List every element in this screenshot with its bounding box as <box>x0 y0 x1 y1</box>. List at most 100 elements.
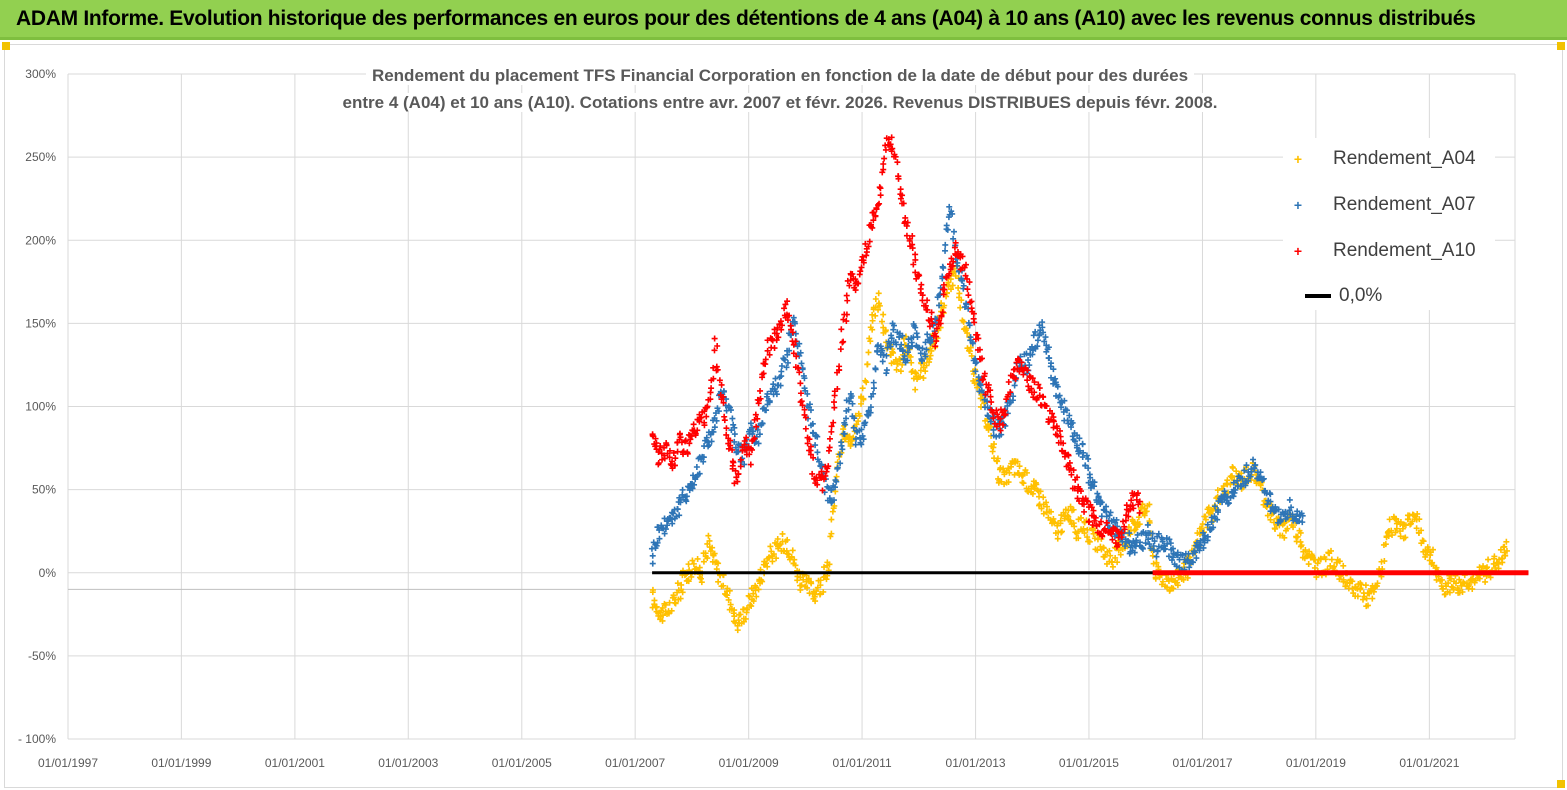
data-point <box>1069 433 1076 440</box>
data-point <box>820 588 827 595</box>
data-point <box>1142 540 1149 547</box>
data-point <box>1328 556 1335 563</box>
data-point <box>796 369 803 376</box>
data-point <box>1107 509 1114 516</box>
data-point <box>1385 528 1392 535</box>
data-point <box>968 298 975 305</box>
data-point <box>1418 527 1425 534</box>
data-point <box>1286 496 1293 503</box>
data-point <box>1043 499 1050 506</box>
data-point <box>708 385 715 392</box>
data-point <box>763 407 770 414</box>
data-point <box>963 275 970 282</box>
data-point <box>649 552 656 559</box>
data-point <box>710 375 717 382</box>
data-point <box>828 516 835 523</box>
data-point <box>751 435 758 442</box>
data-point <box>872 295 879 302</box>
data-point <box>1043 403 1050 410</box>
data-point <box>1040 494 1047 501</box>
data-point <box>1131 549 1138 556</box>
data-point <box>1039 319 1046 326</box>
data-point <box>757 387 764 394</box>
data-point <box>1051 519 1058 526</box>
data-point <box>1233 468 1240 475</box>
data-point <box>1198 525 1205 532</box>
data-point <box>1126 530 1133 537</box>
data-point <box>865 243 872 250</box>
data-point <box>1039 393 1046 400</box>
data-point <box>1491 553 1498 560</box>
data-point <box>1314 560 1321 567</box>
data-point <box>655 460 662 467</box>
data-point <box>1259 476 1266 483</box>
data-point <box>1077 488 1084 495</box>
data-point <box>727 442 734 449</box>
data-point <box>845 406 852 413</box>
data-point <box>1069 419 1076 426</box>
y-tick-label: 300% <box>25 67 56 81</box>
data-point <box>1430 546 1436 553</box>
data-point <box>1040 329 1047 336</box>
data-point <box>783 364 790 371</box>
data-point <box>720 393 727 400</box>
data-point <box>665 518 672 525</box>
data-point <box>1036 385 1043 392</box>
data-point <box>977 382 984 389</box>
data-point <box>674 506 681 513</box>
data-point <box>786 312 793 319</box>
data-point <box>1029 375 1036 382</box>
data-point <box>1070 506 1077 513</box>
data-point <box>988 423 994 430</box>
data-point <box>1297 538 1304 545</box>
data-point <box>710 364 717 371</box>
data-point <box>791 556 798 563</box>
data-point <box>910 261 917 268</box>
data-point <box>972 360 979 367</box>
data-point <box>1062 450 1069 457</box>
data-point <box>1032 328 1039 335</box>
data-point <box>854 280 861 287</box>
data-point <box>836 363 843 370</box>
data-point <box>1125 513 1132 520</box>
data-point <box>1020 480 1027 487</box>
data-point <box>731 613 738 620</box>
data-point <box>882 327 889 334</box>
data-point <box>1136 498 1143 505</box>
data-point <box>866 238 873 245</box>
data-point <box>701 408 708 415</box>
data-point <box>1476 575 1483 582</box>
data-point <box>697 575 704 582</box>
data-point <box>1252 461 1259 468</box>
data-point <box>1214 487 1221 494</box>
data-point <box>872 212 879 219</box>
data-point <box>918 281 925 288</box>
data-point <box>1336 558 1343 565</box>
data-point <box>1012 375 1019 382</box>
data-point <box>1050 418 1057 425</box>
data-point <box>689 557 696 564</box>
x-tick-label: 01/01/2005 <box>492 756 552 770</box>
data-point <box>928 316 935 323</box>
data-point <box>754 426 761 433</box>
data-point <box>1084 498 1091 505</box>
data-point <box>703 413 710 420</box>
data-point <box>874 348 881 355</box>
data-point <box>846 398 853 405</box>
data-point <box>897 368 904 375</box>
data-point <box>1030 332 1037 339</box>
data-point <box>1229 464 1236 471</box>
data-point <box>821 564 828 571</box>
data-point <box>858 264 865 271</box>
data-point <box>1210 524 1217 531</box>
data-point <box>1068 471 1075 478</box>
y-tick-label: 250% <box>25 150 56 164</box>
data-point <box>822 472 829 479</box>
data-point <box>929 320 936 327</box>
data-point <box>928 336 935 343</box>
data-point <box>1272 525 1279 532</box>
data-point <box>693 463 700 470</box>
data-point <box>660 612 667 619</box>
data-point <box>950 258 957 265</box>
data-point <box>657 443 664 450</box>
